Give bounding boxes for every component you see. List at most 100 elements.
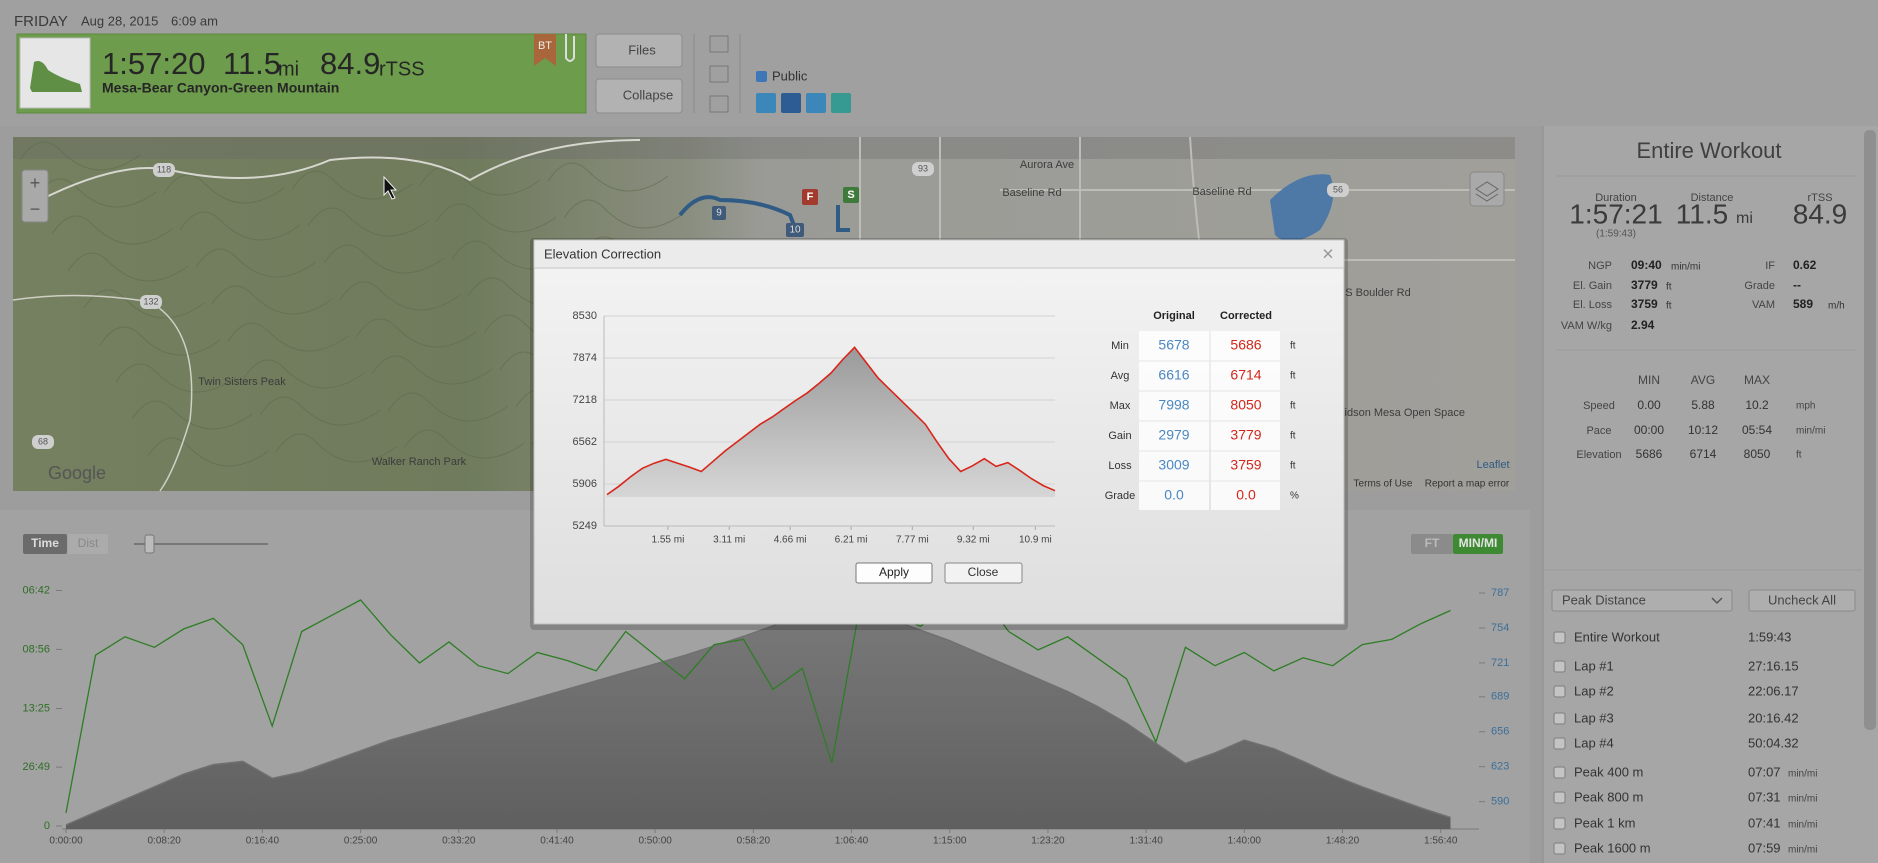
google-logo: Google (48, 463, 106, 483)
time-button[interactable] (23, 534, 67, 554)
files-label[interactable]: Files (628, 42, 656, 57)
badge: BT (538, 40, 552, 52)
metric-label: NGP (1588, 260, 1612, 272)
y2-tick-label: 656 (1491, 726, 1509, 738)
pace-toggle[interactable]: MIN/MI (1459, 536, 1498, 550)
report-link[interactable]: Report a map error (1425, 479, 1510, 490)
zoom-in[interactable]: + (30, 173, 41, 193)
time-toggle[interactable]: Time (31, 536, 59, 550)
terms-link[interactable]: Terms of Use (1354, 479, 1413, 490)
terrain-ridge (115, 363, 237, 393)
terrain-ridge (243, 359, 365, 389)
uncheck-button[interactable] (1748, 589, 1856, 612)
lap-name: Lap #1 (1574, 658, 1614, 673)
apply-button[interactable] (855, 562, 933, 584)
lap-checkbox[interactable] (1553, 791, 1566, 804)
road-shield (140, 295, 162, 309)
x-tick-label: 1:40:00 (1228, 836, 1262, 847)
tool-icon[interactable] (709, 65, 729, 83)
stat-label: Distance (1691, 192, 1734, 204)
unit: ft (1290, 341, 1296, 352)
zoom-control[interactable] (21, 169, 49, 223)
stat-value: 84.9 (1793, 198, 1848, 229)
public-checkbox[interactable] (756, 71, 767, 82)
leaflet-link[interactable]: Leaflet (1476, 459, 1509, 471)
ft-button[interactable] (1411, 534, 1453, 554)
x-tick-label: 4.66 mi (774, 535, 807, 546)
zoom-out[interactable]: − (30, 199, 41, 219)
unit: % (1290, 491, 1299, 502)
modal-close[interactable]: × (1322, 243, 1334, 265)
metric-value: -- (1793, 278, 1801, 292)
collapse-label[interactable]: Collapse (623, 87, 674, 102)
lap-name: Lap #4 (1574, 735, 1614, 750)
lap-name: Peak 1 km (1574, 815, 1635, 830)
slider-handle[interactable] (144, 534, 155, 554)
lap-checkbox[interactable] (1553, 712, 1566, 725)
dist-button[interactable] (68, 534, 108, 554)
share-icon[interactable] (806, 93, 826, 113)
dist-toggle[interactable]: Dist (78, 536, 99, 550)
lap-checkbox[interactable] (1553, 842, 1566, 855)
metric-label: El. Gain (1573, 280, 1612, 292)
close-label[interactable]: Close (968, 565, 999, 579)
unit: ft (1290, 431, 1296, 442)
y-tick-label: 26:49 (22, 761, 50, 773)
terrain-ridge (355, 318, 477, 348)
tool-icon[interactable] (709, 35, 729, 53)
lap-checkbox[interactable] (1553, 660, 1566, 673)
finish-marker (802, 189, 818, 205)
y-tick-label: 7218 (573, 394, 597, 406)
range-value: 5686 (1636, 447, 1663, 461)
y-tick-label: 06:42 (22, 584, 50, 596)
map-label: S Boulder Rd (1345, 287, 1410, 299)
apply-label[interactable]: Apply (879, 565, 909, 579)
close-button[interactable] (944, 562, 1023, 584)
attach-icon (565, 34, 575, 62)
shoe-icon (30, 61, 82, 92)
x-tick-label: 0:50:00 (638, 836, 672, 847)
cursor (383, 175, 398, 200)
y2-tick-label: 689 (1491, 691, 1509, 703)
y2-tick-label: 721 (1491, 657, 1509, 669)
x-tick-label: 1.55 mi (652, 535, 685, 546)
route (678, 195, 850, 232)
x-tick-label: 0:00:00 (49, 836, 83, 847)
share-icon[interactable] (781, 93, 801, 113)
corrected-value: 5686 (1230, 337, 1261, 353)
elevation-area (607, 347, 1055, 497)
range-value: 10.2 (1745, 398, 1769, 412)
uncheck-label[interactable]: Uncheck All (1768, 592, 1836, 607)
x-tick-label: 1:48:20 (1326, 836, 1360, 847)
row-label: Max (1110, 400, 1131, 412)
range-column: MAX (1744, 373, 1770, 387)
route-marker (712, 206, 726, 220)
x-tick-label: 0:58:20 (737, 836, 771, 847)
layers-control[interactable] (1469, 171, 1505, 207)
scrollbar (1864, 130, 1876, 730)
ft-toggle[interactable]: FT (1425, 536, 1440, 550)
elevation-line (606, 346, 1056, 496)
select-label[interactable]: Peak Distance (1562, 592, 1646, 607)
peak-select[interactable] (1551, 589, 1733, 612)
share-icon[interactable] (756, 93, 776, 113)
lap-checkbox[interactable] (1553, 737, 1566, 750)
tool-icon[interactable] (709, 95, 729, 113)
stat-value: 1:57:21 (1569, 198, 1662, 229)
metric-label: El. Loss (1573, 299, 1613, 311)
lap-checkbox[interactable] (1553, 685, 1566, 698)
y-tick-label: 5249 (573, 520, 597, 532)
row-label: Min (1111, 340, 1129, 352)
collapse-button[interactable] (595, 78, 683, 114)
x-tick-label: 10.9 mi (1019, 535, 1052, 546)
x-tick-label: 0:25:00 (344, 836, 378, 847)
files-button[interactable] (595, 33, 683, 68)
share-icon[interactable] (831, 93, 851, 113)
range-value: 05:54 (1742, 423, 1772, 437)
duration: 1:57:20 (102, 46, 205, 81)
terrain-ridge (307, 207, 429, 237)
lap-checkbox[interactable] (1553, 631, 1566, 644)
lap-checkbox[interactable] (1553, 817, 1566, 830)
lap-checkbox[interactable] (1553, 766, 1566, 779)
pace-button[interactable] (1453, 534, 1503, 554)
